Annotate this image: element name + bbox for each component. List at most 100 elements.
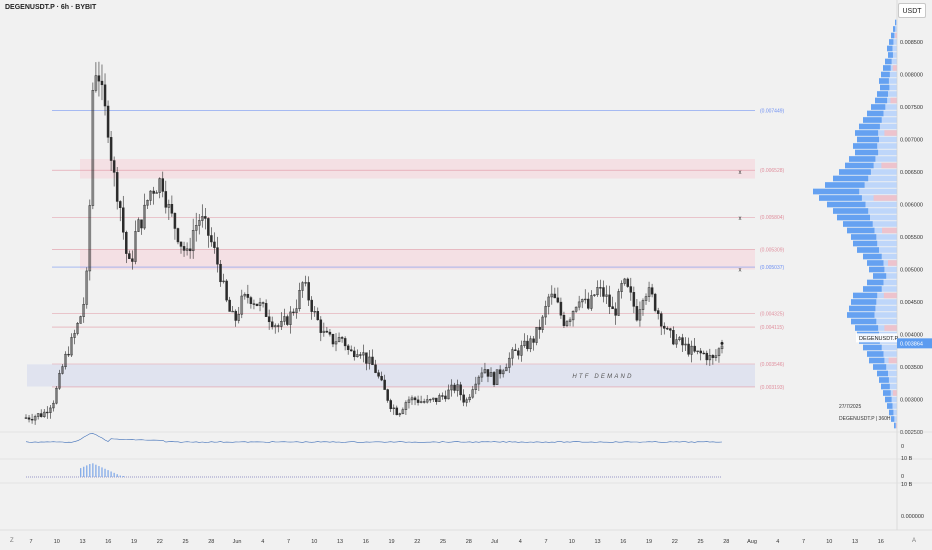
profile-bar-buy [885,396,892,403]
candle-body [161,178,165,192]
candle-body [432,397,435,400]
time-axis[interactable]: 7 10 13 16 19 22 25 28 Jun 4 7 10 13 16 19 22 25 28 Jul 4 7 1… [0,529,932,545]
candle-body [517,350,520,356]
volume-bar [92,463,94,477]
candle-body [450,384,453,391]
candle-body [58,373,61,389]
candle-body [459,384,462,396]
currency-button[interactable]: USDT [898,3,926,18]
profile-bar-sell [888,260,897,266]
candle-body [556,297,560,303]
symbol-tag: DEGENUSDT.P [859,336,898,342]
candle-body [632,292,636,307]
profile-bar-buy [871,104,886,110]
candle-body [626,278,630,287]
time-tick-label: 4 [519,539,522,545]
candle-body [246,294,250,298]
profile-bar-buy [855,130,879,136]
candle-body [170,204,174,214]
candle-body [514,349,517,351]
profile-bar-buy [867,260,884,266]
time-tick-label: 28 [466,539,472,545]
candle-body [185,248,189,251]
candle-body [663,325,666,329]
candle-body [359,354,362,356]
candle-body [593,294,596,296]
candle-body [666,328,669,330]
profile-bar-buy [869,266,885,273]
candle-body [696,350,699,352]
candle-body [608,294,611,307]
candle-body [544,306,547,318]
candle-body [377,372,380,377]
candle-body [140,219,143,229]
price-tick-label: 0.007000 [900,138,923,144]
candle-body [267,316,271,323]
candle-body [386,389,389,401]
candle-body [228,299,231,312]
price-tick-label: 0.008000 [900,73,923,79]
candle-body [507,357,511,368]
level-label: (0.005037) [760,265,785,271]
candle-body [675,339,678,345]
candle-body [596,287,599,296]
candle-body [42,411,46,417]
candle-body [404,402,408,410]
candle-body [407,399,411,403]
profile-bar-sell [895,32,897,39]
candle-body [289,311,292,325]
profile-bar-buy [855,149,879,156]
candle-body [85,270,89,305]
candle-body [456,384,459,391]
level-label: (0.006528) [760,168,785,174]
candle-body [134,231,137,262]
candle-body [24,417,28,419]
time-tick-label: 16 [878,539,884,545]
candle-body [197,220,201,226]
candle-body [523,340,526,346]
candle-body [547,296,551,307]
time-tick-label: 28 [208,539,214,545]
candle-body [371,356,374,366]
candle-body [474,383,478,390]
profile-bar-sell [882,227,897,234]
candle-body [678,337,681,340]
candle-body [453,384,456,391]
candle-body [441,395,444,397]
candle-body [343,338,347,347]
profile-bar-sell [884,325,897,331]
profile-bar-buy [863,344,882,351]
candle-body [264,303,268,317]
profile-bar-sell [873,195,897,201]
price-axis[interactable]: 0.008500 0.008000 0.007500 0.007000 0.006500… [896,0,923,530]
candle-body [550,293,554,298]
candle-body [243,294,247,297]
candle-body [714,355,718,358]
profile-bar-buy [839,169,871,175]
symbol-title[interactable]: DEGENUSDT.P · 6h · BYBIT [5,4,97,11]
auto-scale-label[interactable]: A [912,538,917,544]
price-tick-label: 0.003000 [900,398,923,404]
candle-body [125,231,128,254]
profile-bar-buy [849,305,876,312]
zoom-reset-label[interactable]: Z [10,538,14,544]
profile-bar-buy [867,110,884,117]
price-tick-label: 0.005500 [900,235,923,241]
candle-body [331,333,335,345]
candle-body [574,306,578,312]
candle-body [395,407,399,416]
time-tick-label: 25 [697,539,703,545]
candle-body [164,191,168,208]
level-label: (0.007449) [760,108,785,114]
candle-body [580,299,584,303]
htf-demand-zone [27,364,755,387]
volume-bar [101,467,103,477]
candle-body [304,282,307,284]
candle-body [255,303,259,306]
candle-body [599,287,602,289]
time-tick-label: 13 [79,539,85,545]
candle-body [705,352,709,361]
profile-date: 27/7/2025 [839,404,861,410]
profile-bar-buy [881,383,890,390]
